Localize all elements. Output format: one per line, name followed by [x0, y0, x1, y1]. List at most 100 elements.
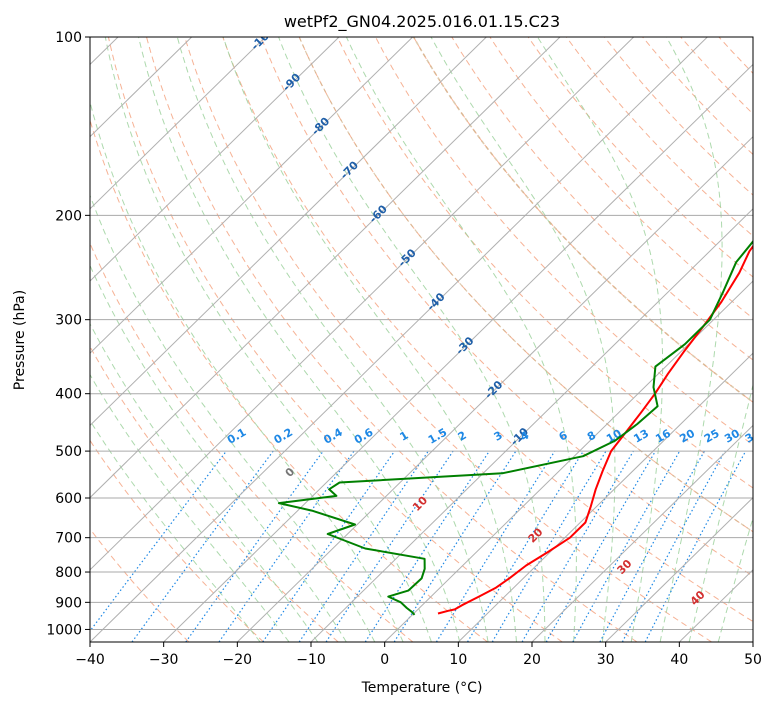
mixing-ratio-line [545, 450, 657, 642]
moist-adiabat [138, 37, 461, 642]
x-tick-label: 10 [449, 652, 467, 668]
mixing-ratio-label: 0.2 [272, 426, 295, 447]
y-tick-label: 400 [55, 387, 82, 403]
mixing-ratio-line [90, 450, 227, 633]
mixing-ratio-label: 2 [456, 429, 469, 444]
mixing-ratio-line [131, 450, 274, 642]
isotherm [531, 424, 753, 642]
mixing-ratio-line [599, 450, 705, 642]
mixing-ratio-line [491, 450, 607, 642]
moist-adiabat-label: 20 [526, 525, 546, 545]
dry-adiabat [260, 37, 753, 577]
mixing-ratio-label: 13 [631, 427, 651, 446]
y-tick-label: 500 [55, 444, 82, 460]
chart-title: wetPf2_GN04.2025.016.01.15.C23 [284, 12, 560, 32]
mixing-ratio-line [364, 450, 490, 642]
isotherm [605, 496, 753, 642]
moist-adiabat [222, 37, 517, 642]
isotherm [163, 63, 753, 642]
moist-adiabat-label: 0 [283, 465, 298, 480]
x-tick-label: 50 [744, 652, 762, 668]
x-tick-label: 30 [597, 652, 615, 668]
moist-adiabat [176, 37, 489, 642]
y-tick-label: 700 [55, 531, 82, 547]
dry-adiabat [298, 37, 753, 533]
y-tick-label: 800 [55, 565, 82, 581]
mixing-ratio-line [393, 450, 517, 642]
mixing-ratio-label: 20 [677, 427, 697, 446]
x-tick-label: −10 [296, 652, 326, 668]
dry-adiabat [90, 242, 414, 642]
moist-adiabat [90, 322, 319, 642]
mixing-ratio-line [572, 450, 681, 642]
isotherm [90, 37, 193, 138]
mixing-ratio-label: 0.6 [352, 425, 376, 446]
moist-adiabat [717, 516, 753, 642]
isotherm [90, 37, 266, 210]
plot-frame [89, 36, 754, 643]
isotherm [90, 37, 561, 499]
isotherm [457, 352, 753, 642]
dry-adiabat [146, 37, 638, 642]
dry-adiabat [90, 345, 339, 642]
mixing-ratio-label: 25 [702, 427, 722, 446]
dry-adiabat [90, 118, 488, 642]
x-axis-label: Temperature (°C) [361, 680, 483, 696]
moist-adiabat [430, 37, 616, 642]
dry-adiabat [184, 37, 712, 642]
mixing-ratio-label: 1.5 [426, 426, 449, 447]
mixing-ratio-label: 0.4 [321, 425, 345, 446]
dry-adiabat [680, 37, 753, 115]
isotherm [310, 208, 753, 642]
temperature-profile [437, 244, 753, 615]
mixing-ratio-label: 1 [397, 429, 410, 444]
isotherm-label: -60 [367, 202, 390, 225]
x-tick-label: 20 [523, 652, 541, 668]
x-tick-label: −40 [75, 652, 105, 668]
isotherm-label: -40 [424, 290, 447, 313]
dry-adiabat [90, 528, 190, 642]
isotherm-label: -70 [338, 158, 361, 181]
y-tick-label: 200 [55, 208, 82, 224]
mixing-ratio-line [262, 450, 396, 642]
dry-adiabat [336, 37, 753, 489]
dry-adiabat [107, 37, 563, 642]
y-tick-label: 100 [55, 30, 82, 46]
mixing-ratio-label: 0.1 [225, 426, 248, 447]
moist-adiabat [90, 373, 290, 642]
mixing-ratio-label: 16 [653, 427, 673, 446]
y-axis-label: Pressure (hPa) [12, 290, 28, 390]
y-tick-label: 600 [55, 491, 82, 507]
isotherm-label: -50 [396, 246, 419, 269]
x-tick-label: 40 [670, 652, 688, 668]
moist-adiabat [104, 37, 432, 642]
moist-adiabat [90, 264, 347, 642]
y-tick-label: 300 [55, 313, 82, 329]
moist-adiabat [659, 37, 723, 642]
dewpoint-profile [277, 239, 753, 616]
mixing-ratio-line [466, 450, 584, 642]
isotherm-label: -80 [309, 114, 332, 137]
isotherm-label: -90 [280, 71, 303, 94]
mixing-ratio-line [521, 450, 634, 642]
dry-adiabat [527, 37, 753, 278]
moist-adiabat [537, 37, 664, 642]
dry-adiabat [451, 37, 753, 361]
moist-adiabat-label: 40 [688, 588, 708, 608]
x-tick-label: −30 [149, 652, 179, 668]
mixing-ratio-line [435, 450, 556, 642]
mixing-ratio-label: 36 [743, 427, 763, 446]
mixing-ratio-line [644, 450, 747, 642]
dry-adiabat [90, 439, 264, 642]
moist-adiabat-label: 30 [615, 557, 635, 577]
mixing-ratio-label: 6 [557, 428, 570, 443]
dry-adiabat [757, 37, 775, 642]
ice-curve [298, 37, 753, 533]
isotherm [90, 37, 708, 642]
y-tick-label: 1000 [46, 622, 82, 638]
moist-adiabat [345, 37, 577, 642]
mixing-ratio-label: 8 [585, 429, 598, 444]
y-tick-label: 900 [55, 595, 82, 611]
dry-adiabat [222, 37, 753, 623]
